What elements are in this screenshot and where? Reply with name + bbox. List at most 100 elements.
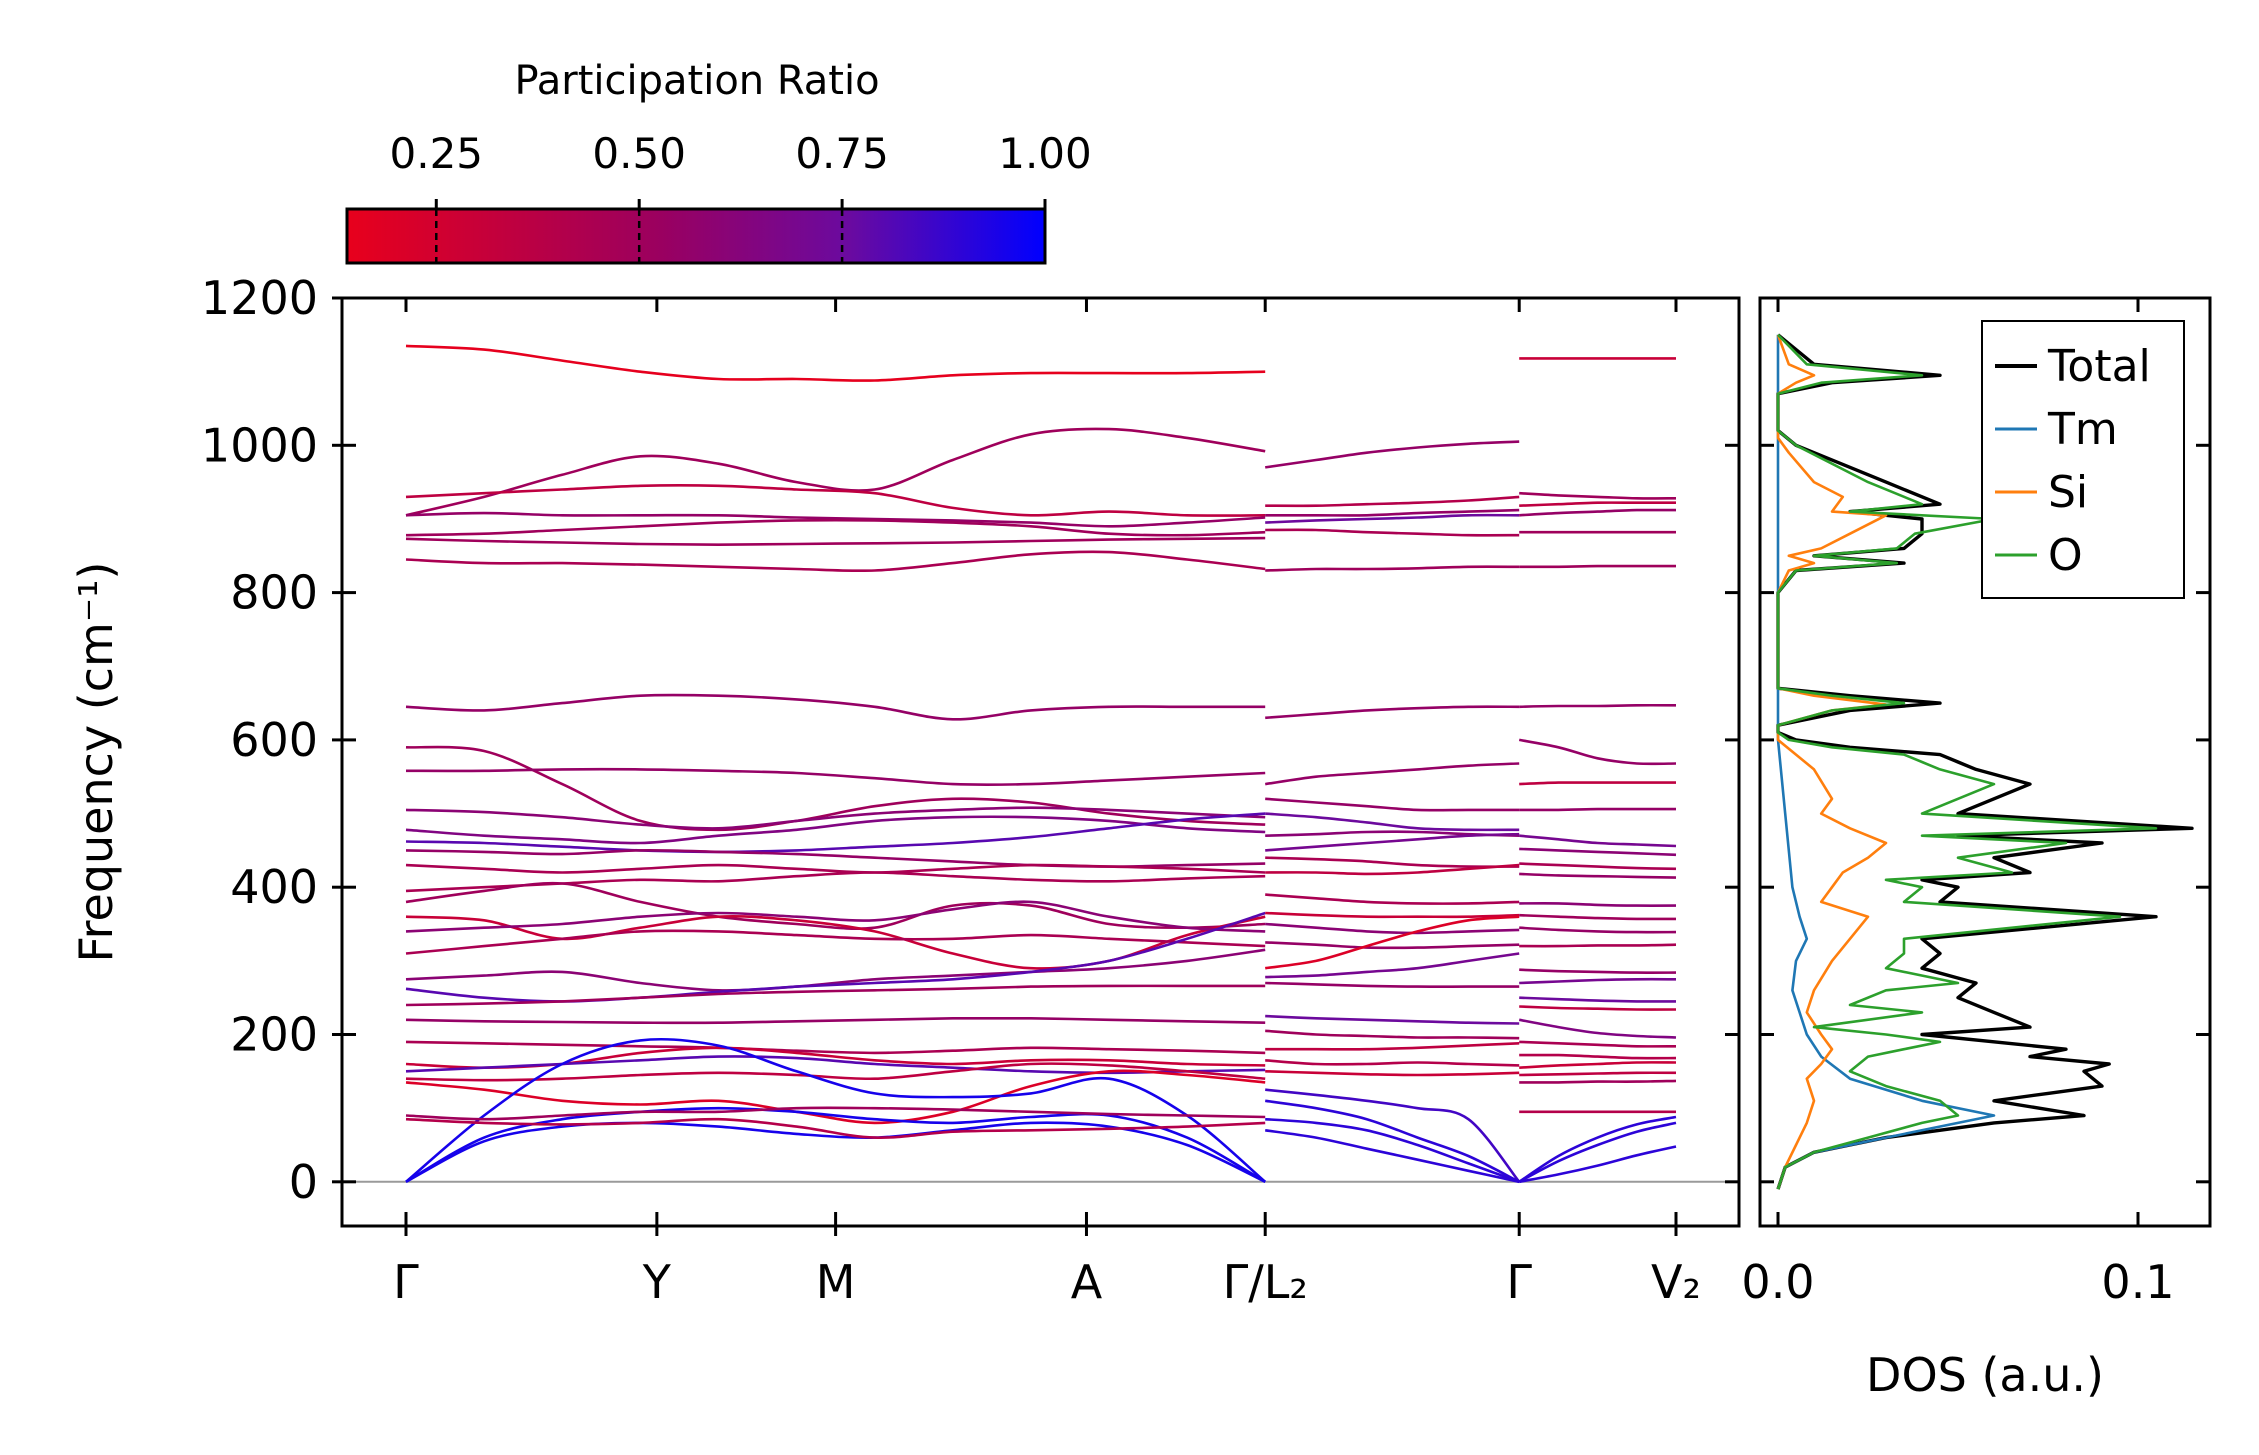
phonon-branch (405, 1062, 1266, 1082)
phonon-branch (405, 849, 1266, 868)
phonon-branch (1265, 1059, 1520, 1067)
phonon-branch (405, 767, 1266, 787)
phonon-branch (1265, 440, 1520, 469)
phonon-branch (1265, 1129, 1520, 1184)
colorbar-tick-label: 0.75 (795, 129, 889, 178)
phonon-branch (405, 929, 1266, 955)
high-symmetry-label: Y (642, 1255, 672, 1309)
phonon-branch (1265, 812, 1520, 832)
phonon-branch (1265, 495, 1520, 508)
dos-series-o (1776, 333, 2158, 1190)
legend-label: Si (2048, 467, 2088, 518)
dos-series-si (1776, 334, 1888, 1190)
phonon-branch (405, 871, 1266, 893)
phonon-branch (405, 1016, 1266, 1025)
phonon-branch (405, 1040, 1266, 1055)
phonon-branch (1265, 981, 1520, 988)
phonon-branch (1518, 1145, 1677, 1184)
y-tick-label: 800 (230, 566, 318, 620)
phonon-branch (405, 948, 1266, 992)
phonon-branch (1265, 863, 1520, 876)
phonon-branch (1265, 832, 1520, 852)
phonon-branch (1265, 508, 1520, 517)
phonon-branch (1519, 1079, 1677, 1084)
band-x-ticks: Γ Y M A Γ/L₂ Γ V₂ (393, 298, 1701, 1309)
dos-panel: 0.0 0.1 DOS (a.u.) Total Tm Si O (1741, 296, 2212, 1402)
phonon-branch (1265, 1029, 1520, 1040)
high-symmetry-label: M (816, 1255, 856, 1309)
y-axis-label: Frequency (cm⁻¹) (69, 562, 123, 963)
phonon-branch (405, 900, 1266, 933)
phonon-branch (1519, 1040, 1677, 1048)
high-symmetry-label: Γ (1506, 1255, 1532, 1309)
phonon-branch (405, 484, 1266, 517)
band-y-ticks: 0 200 400 600 800 1000 1200 (201, 271, 1739, 1209)
phonon-branch (1265, 911, 1520, 919)
phonon-branch (1519, 943, 1677, 948)
phonon-branch (1265, 565, 1520, 572)
y-tick-label: 200 (230, 1008, 318, 1062)
phonon-branch (1519, 1071, 1677, 1077)
phonon-branch (405, 1106, 1266, 1183)
phonon-branch (405, 1121, 1266, 1183)
phonon-branch (405, 518, 1266, 537)
phonon-branch (1519, 902, 1677, 907)
phonon-branch (1518, 738, 1677, 766)
phonon-branch (1519, 996, 1677, 1003)
dos-x-tick-label: 0.0 (1741, 1255, 1814, 1309)
phonon-branch (1265, 941, 1520, 950)
phonon-branch (405, 881, 1266, 931)
phonon-branch (1519, 501, 1676, 507)
phonon-branch (1519, 977, 1677, 985)
phonon-branch (1519, 834, 1677, 848)
high-symmetry-label: A (1071, 1255, 1103, 1309)
high-symmetry-label: V₂ (1651, 1255, 1701, 1309)
colorbar-title: Participation Ratio (514, 58, 879, 104)
phonon-branch (405, 693, 1266, 721)
high-symmetry-label: Γ/L₂ (1223, 1255, 1308, 1309)
phonon-branch (405, 812, 1266, 854)
dos-lines (1776, 333, 2194, 1190)
phonon-branch (1265, 1099, 1520, 1183)
phonon-branch (405, 1055, 1266, 1075)
band-plot-frame (340, 296, 1741, 1228)
phonon-branch (1519, 564, 1677, 569)
phonon-branch (405, 863, 1266, 874)
phonon-branch (1518, 1018, 1677, 1039)
phonon-branch (405, 815, 1266, 845)
phonon-branch (1265, 893, 1520, 905)
colorbar-tick-label: 1.00 (998, 129, 1092, 178)
colorbar-tick-label: 0.50 (592, 129, 686, 178)
phonon-branch (1265, 952, 1520, 979)
phonon-branch (1519, 872, 1677, 879)
phonon-branch (1519, 781, 1676, 786)
phonon-branch (1519, 508, 1677, 517)
band-lines (405, 344, 1677, 1184)
phonon-branch (405, 511, 1266, 528)
dos-series-total (1776, 333, 2194, 1190)
phonon-branch (1519, 968, 1677, 974)
y-tick-label: 0 (289, 1155, 318, 1209)
phonon-branch (405, 1069, 1266, 1125)
phonon-branch (1519, 1053, 1677, 1060)
y-tick-label: 1200 (201, 271, 318, 325)
phonon-branch (1265, 1088, 1521, 1183)
dos-ticks: 0.0 0.1 (1741, 296, 2210, 1309)
dos-x-axis-label: DOS (a.u.) (1866, 1348, 2104, 1402)
phonon-branch (405, 550, 1266, 573)
phonon-branch (1519, 847, 1677, 857)
colorbar-ticks: 0.25 0.50 0.75 1.00 (390, 129, 1092, 263)
phonon-branch (1518, 1115, 1677, 1183)
phonon-branch (405, 1117, 1266, 1139)
phonon-branch (1519, 926, 1677, 934)
dos-legend: Total Tm Si O (1981, 320, 2185, 599)
phonon-branch (1519, 491, 1677, 500)
legend-label: Tm (2047, 404, 2118, 455)
dos-plot-frame (1758, 296, 2212, 1228)
phonon-branch (1519, 1005, 1677, 1011)
phonon-branch (1519, 862, 1677, 871)
phonon-branch (1265, 1042, 1520, 1051)
band-structure-panel: 0 200 400 600 800 1000 1200 Γ Y M A Γ/L₂ Γ V₂ Freque… (69, 271, 1741, 1309)
phonon-branch (405, 806, 1266, 830)
